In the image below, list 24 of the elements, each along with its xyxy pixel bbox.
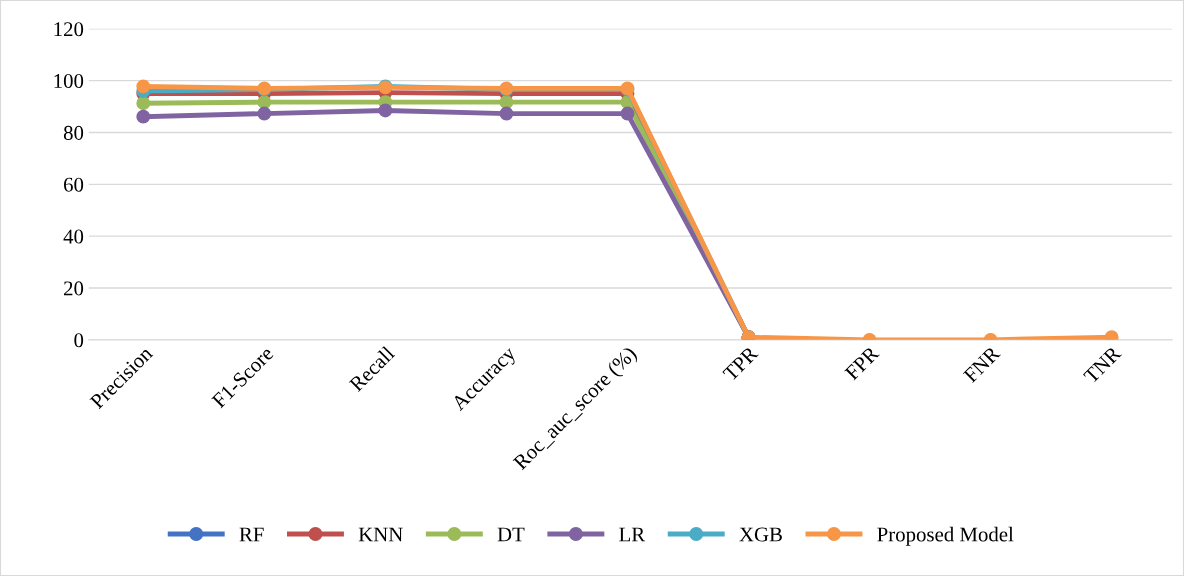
- legend-label: Proposed Model: [877, 526, 1014, 546]
- legend-label: LR: [619, 527, 646, 542]
- y-tick-label: 40: [63, 229, 84, 244]
- legend-label: KNN: [358, 527, 403, 542]
- point: [136, 79, 151, 94]
- y-tick-label: 20: [64, 281, 84, 296]
- legend-label: RF: [239, 527, 264, 542]
- point: [257, 106, 272, 121]
- point: [620, 106, 635, 121]
- y-tick-label: 100: [54, 74, 84, 89]
- x-tick-label: FNR: [962, 345, 1001, 384]
- x-tick-label: TNR: [1083, 345, 1122, 385]
- y-tick-label: 120: [54, 22, 84, 37]
- point: [378, 103, 393, 118]
- y-tick-label: 60: [64, 177, 84, 192]
- point: [136, 96, 151, 111]
- legend-label: XGB: [739, 527, 782, 542]
- x-tick-label: FPR: [844, 345, 880, 381]
- y-tick-label: 0: [74, 333, 84, 348]
- legend-label: DT: [497, 527, 525, 542]
- x-tick-label: TPR: [722, 345, 759, 382]
- y-tick-label: 80: [63, 125, 84, 140]
- point: [136, 109, 151, 124]
- point: [499, 106, 514, 121]
